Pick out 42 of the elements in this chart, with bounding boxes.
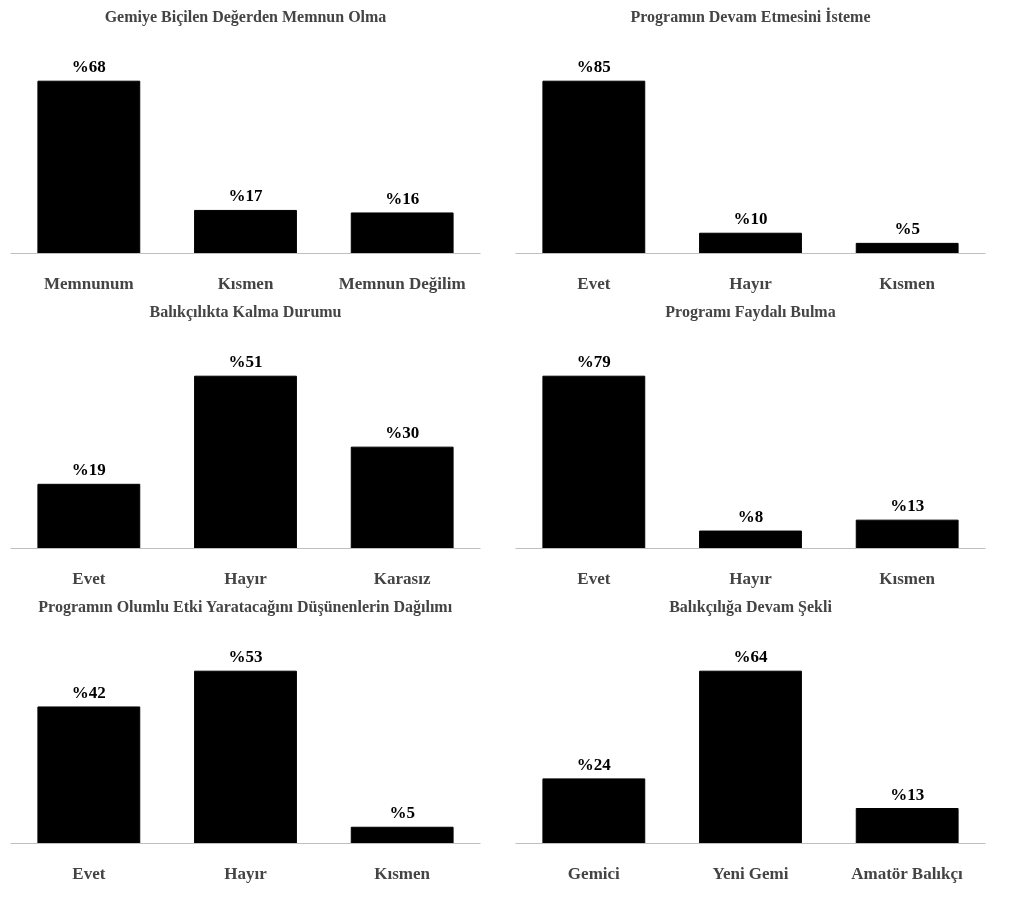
data-label: %10 — [733, 209, 768, 229]
chart-title: Programı Faydalı Bulma — [665, 302, 836, 321]
data-label: %85 — [576, 57, 611, 77]
x-tick-label: Evet — [577, 568, 611, 588]
chart-title: Programın Devam Etmesini İsteme — [630, 6, 871, 26]
x-tick-label: Karasız — [373, 568, 431, 588]
x-tick-label: Kısmen — [879, 568, 936, 588]
x-tick-label: Memnunum — [43, 273, 134, 293]
data-label: %17 — [228, 186, 263, 206]
data-label: %30 — [385, 423, 420, 443]
x-tick-label: Evet — [577, 273, 611, 293]
x-tick-label: Evet — [72, 863, 106, 883]
data-label: %24 — [576, 754, 612, 774]
x-tick-label: Kısmen — [374, 863, 431, 883]
chart-title: Programın Olumlu Etki Yaratacağını Düşünenlerin Dağılımı — [38, 597, 453, 616]
data-label: %19 — [71, 460, 106, 480]
x-tick-label: Hayır — [224, 863, 268, 883]
chart-title: Gemiye Biçilen Değerden Memnun Olma — [104, 7, 387, 26]
data-label: %5 — [389, 803, 415, 823]
data-label: %16 — [385, 188, 420, 208]
x-tick-label: Hayır — [729, 568, 773, 588]
x-tick-label: Hayır — [729, 273, 773, 293]
x-tick-label: Yeni Gemi — [712, 863, 789, 883]
chart-title: Balıkçılıkta Kalma Durumu — [149, 302, 342, 321]
data-label: %8 — [737, 507, 764, 527]
data-label: %53 — [228, 647, 263, 667]
x-tick-label: Amatör Balıkçı — [851, 863, 964, 883]
data-label: %13 — [890, 496, 925, 516]
x-tick-label: Kısmen — [217, 273, 274, 293]
data-label: %5 — [894, 219, 920, 239]
x-tick-label: Kısmen — [879, 273, 936, 293]
data-label: %64 — [733, 647, 768, 667]
data-label: %42 — [71, 682, 106, 702]
x-tick-label: Memnun Değilim — [338, 273, 466, 293]
x-tick-label: Hayır — [224, 568, 268, 588]
data-label: %68 — [71, 57, 106, 77]
x-tick-label: Gemici — [567, 863, 621, 883]
chart-title: Balıkçılığa Devam Şekli — [669, 597, 833, 616]
data-label: %79 — [576, 352, 611, 372]
x-tick-label: Evet — [72, 568, 106, 588]
data-label: %13 — [890, 784, 925, 804]
data-label: %51 — [228, 352, 263, 372]
